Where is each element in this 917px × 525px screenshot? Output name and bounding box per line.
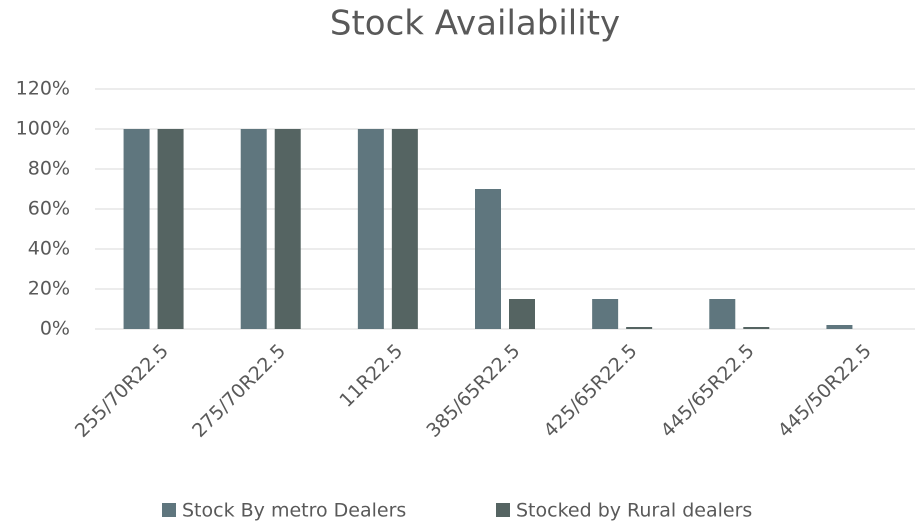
bar	[626, 327, 653, 329]
y-tick-label: 0%	[40, 318, 70, 340]
y-tick-label: 100%	[16, 118, 70, 140]
x-tick-label: 11R22.5	[335, 340, 407, 412]
bar	[274, 129, 301, 329]
x-tick-label: 445/65R22.5	[657, 340, 759, 442]
bar	[391, 129, 418, 329]
bar	[240, 129, 267, 329]
x-tick-label: 425/65R22.5	[539, 340, 641, 442]
x-tick-label: 275/70R22.5	[188, 340, 290, 442]
bar	[157, 129, 184, 329]
y-tick-label: 20%	[28, 278, 70, 300]
bar	[475, 189, 501, 329]
bar	[743, 327, 770, 329]
x-tick-label: 445/50R22.5	[774, 340, 876, 442]
x-tick-label: 385/65R22.5	[422, 340, 524, 442]
chart-title: Stock Availability	[330, 4, 620, 44]
bar	[123, 129, 150, 329]
y-tick-label: 120%	[16, 78, 70, 100]
legend-swatch	[496, 503, 510, 517]
legend-label: Stocked by Rural dealers	[516, 500, 752, 522]
y-tick-label: 80%	[28, 158, 70, 180]
legend-label: Stock By metro Dealers	[182, 500, 406, 522]
y-tick-label: 60%	[28, 198, 70, 220]
bar	[709, 299, 736, 329]
y-tick-label: 40%	[28, 238, 70, 260]
bar	[592, 299, 619, 329]
bar	[826, 325, 853, 329]
bar	[509, 299, 535, 329]
bar	[357, 129, 384, 329]
x-tick-label: 255/70R22.5	[71, 340, 173, 442]
legend-swatch	[162, 503, 176, 517]
